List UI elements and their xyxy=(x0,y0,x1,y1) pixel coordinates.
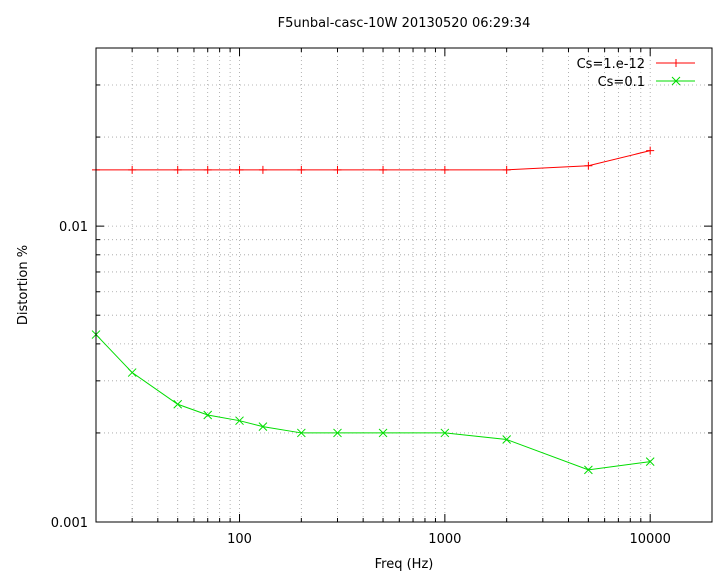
y-axis-label: Distortion % xyxy=(16,245,31,325)
y-tick-label: 0.001 xyxy=(51,516,88,531)
data-point-marker xyxy=(584,465,593,475)
chart-title: F5unbal-casc-10W 20130520 06:29:34 xyxy=(278,16,531,31)
data-point-marker xyxy=(440,165,449,174)
data-point-marker xyxy=(502,435,512,444)
plot-frame xyxy=(95,47,713,523)
data-point-marker xyxy=(235,416,244,426)
data-point-marker xyxy=(671,76,681,86)
legend-label: Cs=0.1 xyxy=(598,75,645,90)
data-point-marker xyxy=(296,428,306,438)
data-point-marker xyxy=(379,165,388,174)
series-group xyxy=(91,146,655,475)
series-line xyxy=(96,150,651,171)
axis-ticks: 100 1000 10000 0.01 0.001 xyxy=(51,48,712,547)
series-2 xyxy=(91,330,655,475)
x-axis-label: Freq (Hz) xyxy=(375,557,434,572)
data-point-marker xyxy=(258,165,267,174)
data-point-marker xyxy=(128,165,137,174)
data-point-marker xyxy=(203,410,213,420)
data-point-marker xyxy=(173,165,182,174)
data-point-marker xyxy=(203,165,212,174)
x-tick-label: 100 xyxy=(227,532,252,547)
data-point-marker xyxy=(235,165,244,174)
data-point-marker xyxy=(646,146,655,155)
data-point-marker xyxy=(502,165,511,174)
data-point-marker xyxy=(127,368,137,377)
data-point-marker xyxy=(672,59,680,67)
data-point-marker xyxy=(584,161,593,170)
data-point-marker xyxy=(440,428,450,438)
grid xyxy=(96,48,712,522)
data-point-marker xyxy=(333,428,342,438)
data-point-marker xyxy=(297,165,306,174)
data-point-marker xyxy=(333,165,342,174)
data-point-marker xyxy=(258,422,268,432)
x-tick-label: 10000 xyxy=(630,532,671,547)
data-point-marker xyxy=(378,428,388,438)
y-tick-label: 0.01 xyxy=(59,220,88,235)
data-point-marker xyxy=(173,399,183,409)
legend: Cs=1.e-12 Cs=0.1 xyxy=(577,57,695,90)
data-point-marker xyxy=(645,457,655,466)
legend-label: Cs=1.e-12 xyxy=(577,57,645,72)
x-tick-label: 1000 xyxy=(428,532,461,547)
series-1 xyxy=(92,146,655,174)
